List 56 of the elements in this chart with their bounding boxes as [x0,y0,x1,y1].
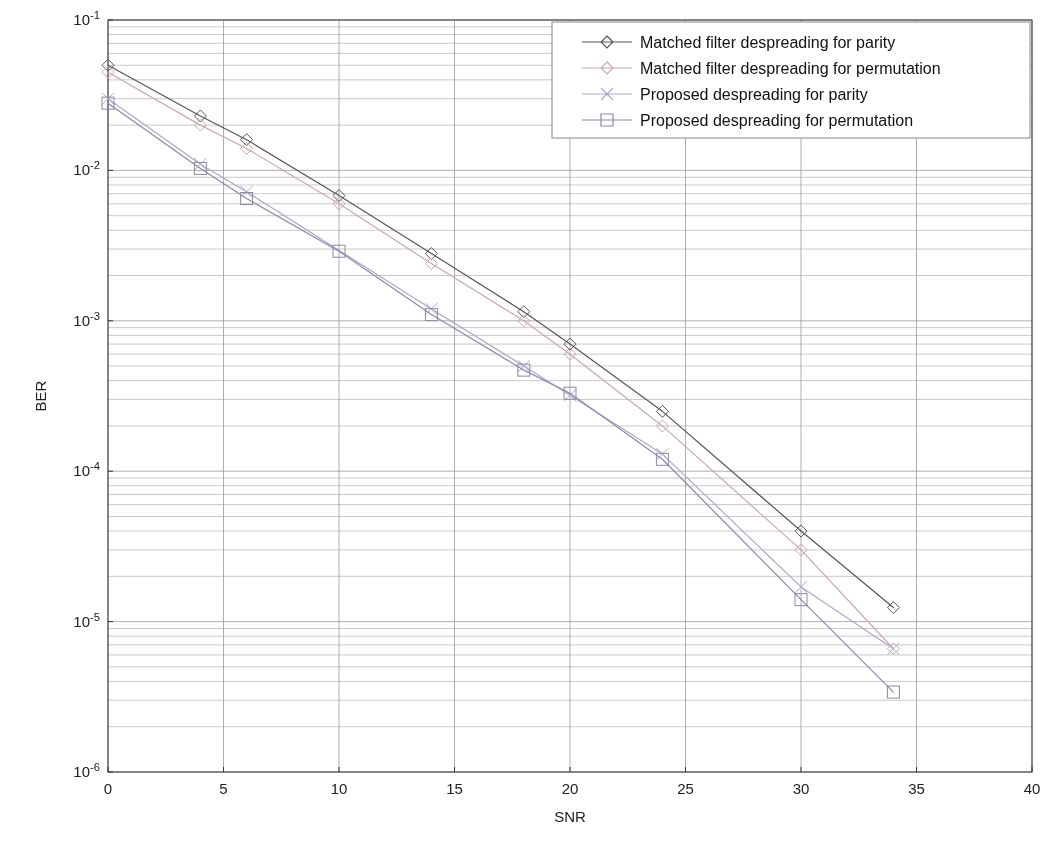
point [240,141,254,155]
point [517,359,531,373]
point [240,185,254,199]
y-tick-label: 10$^{-5}$ [73,610,100,630]
point [655,404,669,418]
x-axis-title: SNR [554,808,586,825]
point [794,593,808,607]
x-tick-label: 40 [1023,780,1041,797]
point [655,452,669,466]
point [563,347,577,361]
point [517,363,531,377]
point [655,419,669,433]
x-tick-label: 15 [446,780,463,797]
point [332,197,346,211]
legend-label: Matched filter despreading for permutation [640,60,941,77]
point [240,192,254,206]
point [424,247,438,261]
y-tick-label: 10$^{-2}$ [73,159,100,179]
point [101,96,115,110]
legend-label: Matched filter despreading for parity [640,34,896,51]
point [193,118,207,132]
x-tick-label: 30 [792,780,810,797]
y-axis-title: BER [32,380,49,412]
point [794,543,808,557]
point [655,447,669,461]
point [424,308,438,322]
x-tick-label: 5 [219,780,228,797]
point [101,58,115,72]
x-tick-label: 25 [677,780,694,797]
point [424,257,438,271]
point [193,157,207,171]
y-tick-label: 10$^{-6}$ [73,761,100,780]
point [794,580,808,594]
point [424,302,438,316]
point [332,244,346,258]
x-tick-label: 35 [908,780,925,797]
point [886,601,900,615]
x-tick-label: 10 [330,780,348,797]
legend-label: Proposed despreading for permutation [640,112,914,129]
point [332,189,346,203]
point [517,314,531,328]
point [240,133,254,147]
point [101,92,115,106]
point [886,685,900,699]
y-tick-label: 10$^{-3}$ [73,309,100,329]
point [193,161,207,175]
point [794,524,808,538]
point [101,65,115,79]
y-tick-label: 10$^{-4}$ [73,460,100,480]
y-tick-label: 10$^{-1}$ [73,9,100,28]
point [517,305,531,319]
legend-label: Proposed despreading for parity [640,86,868,103]
x-tick-label: 0 [103,780,113,797]
point [563,337,577,351]
point [193,109,207,123]
x-tick-label: 20 [561,780,579,797]
